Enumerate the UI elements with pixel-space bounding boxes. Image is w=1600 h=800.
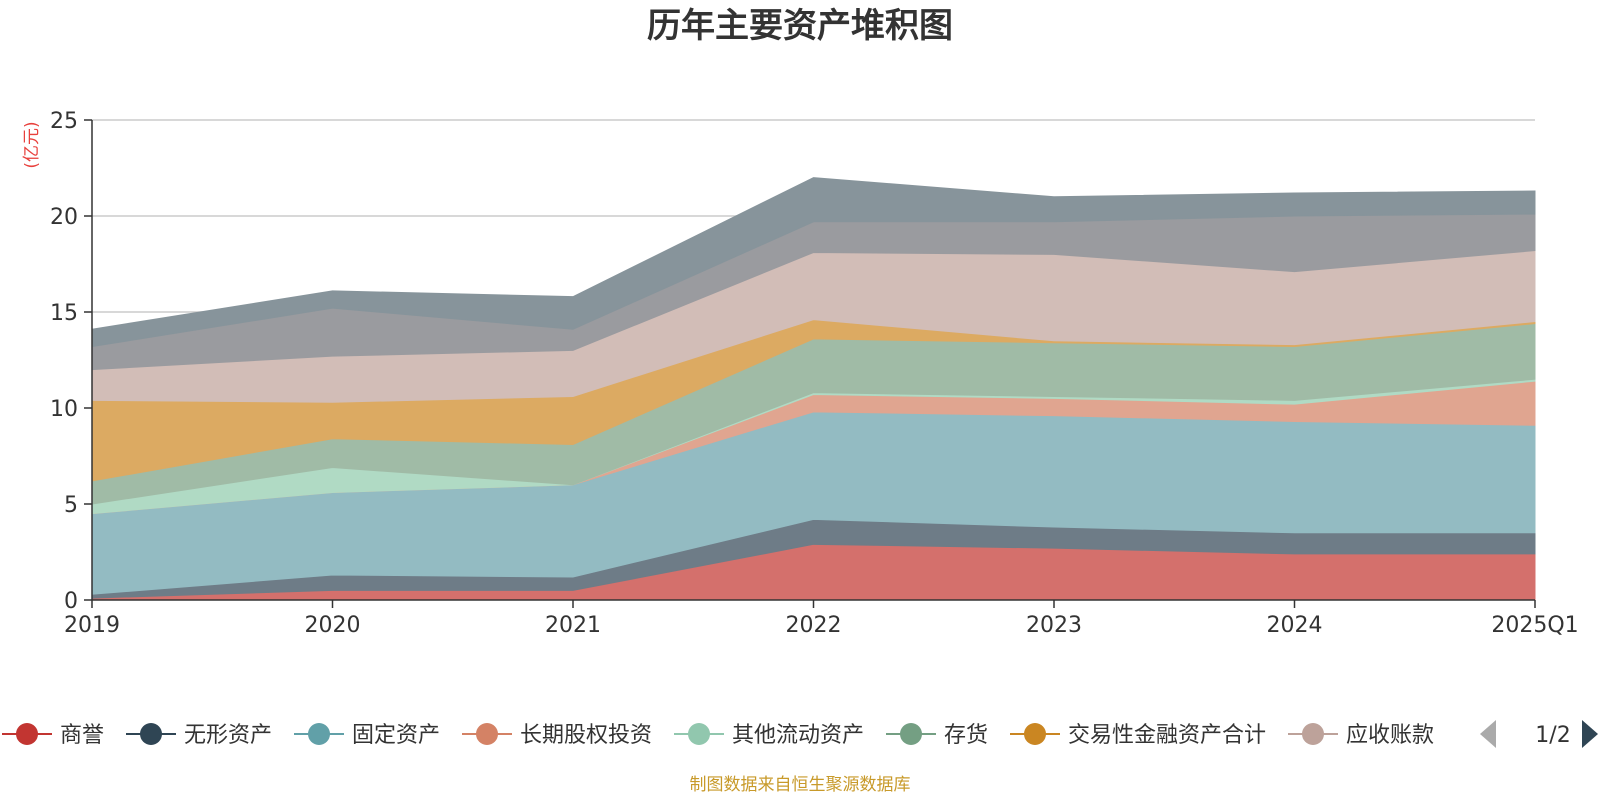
legend-label: 无形资产	[184, 723, 272, 748]
x-tick-label: 2020	[305, 613, 361, 638]
legend-item-1[interactable]: 无形资产	[126, 723, 272, 748]
y-tick-label: 15	[50, 301, 78, 326]
legend-marker	[1024, 723, 1046, 745]
y-tick-label: 0	[64, 589, 78, 614]
legend-label: 商誉	[60, 723, 104, 748]
area-series-9	[91, 177, 1536, 348]
legend-label: 存货	[944, 723, 988, 748]
y-tick-label: 5	[64, 493, 78, 518]
legend-prev-page-icon[interactable]	[1480, 720, 1496, 748]
legend-marker	[900, 723, 922, 745]
legend-item-2[interactable]: 固定资产	[294, 723, 440, 748]
legend-items: 商誉 无形资产 固定资产 长期股权投资 其他流动资产 存货 交易性金融资产合计 应收账款	[2, 723, 1434, 748]
chart-title: 历年主要资产堆积图	[647, 6, 953, 46]
x-tick-label: 2025Q1	[1491, 613, 1578, 638]
legend-item-5[interactable]: 存货	[886, 723, 988, 748]
x-tick-label: 2024	[1267, 613, 1323, 638]
legend-marker	[308, 723, 330, 745]
legend-pager: 1/2	[1480, 720, 1598, 748]
x-tick-label: 2019	[64, 613, 120, 638]
legend-marker	[16, 723, 38, 745]
x-tick-label: 2023	[1026, 613, 1082, 638]
legend-marker	[688, 723, 710, 745]
y-tick-label: 25	[50, 109, 78, 134]
legend-marker	[476, 723, 498, 745]
legend-label: 长期股权投资	[520, 723, 652, 748]
x-tick-label: 2021	[545, 613, 601, 638]
legend-label: 应收账款	[1346, 723, 1434, 748]
legend-page-indicator: 1/2	[1535, 723, 1570, 748]
y-tick-label: 10	[50, 397, 78, 422]
x-tick-label: 2022	[786, 613, 842, 638]
data-source-footer: 制图数据来自恒生聚源数据库	[690, 775, 911, 795]
legend-item-0[interactable]: 商誉	[2, 723, 104, 748]
legend-next-page-icon[interactable]	[1582, 720, 1598, 748]
y-tick-label: 20	[50, 205, 78, 230]
legend-item-6[interactable]: 交易性金融资产合计	[1010, 723, 1266, 748]
legend-item-3[interactable]: 长期股权投资	[462, 723, 652, 748]
legend-label: 固定资产	[352, 723, 440, 748]
legend-item-7[interactable]: 应收账款	[1288, 723, 1434, 748]
legend-marker	[140, 723, 162, 745]
y-axis-unit-label: (亿元)	[22, 121, 42, 168]
legend-label: 交易性金融资产合计	[1068, 723, 1266, 748]
axes: 0 5 10 15 20 25 2019 2020 2021 2022 2023 2024 2025Q1	[50, 109, 1579, 638]
legend-label: 其他流动资产	[732, 723, 864, 748]
legend-marker	[1302, 723, 1324, 745]
legend[interactable]: 商誉 无形资产 固定资产 长期股权投资 其他流动资产 存货 交易性金融资产合计 应收账款	[2, 723, 1434, 748]
area-series	[91, 177, 1536, 601]
legend-item-4[interactable]: 其他流动资产	[674, 723, 864, 748]
